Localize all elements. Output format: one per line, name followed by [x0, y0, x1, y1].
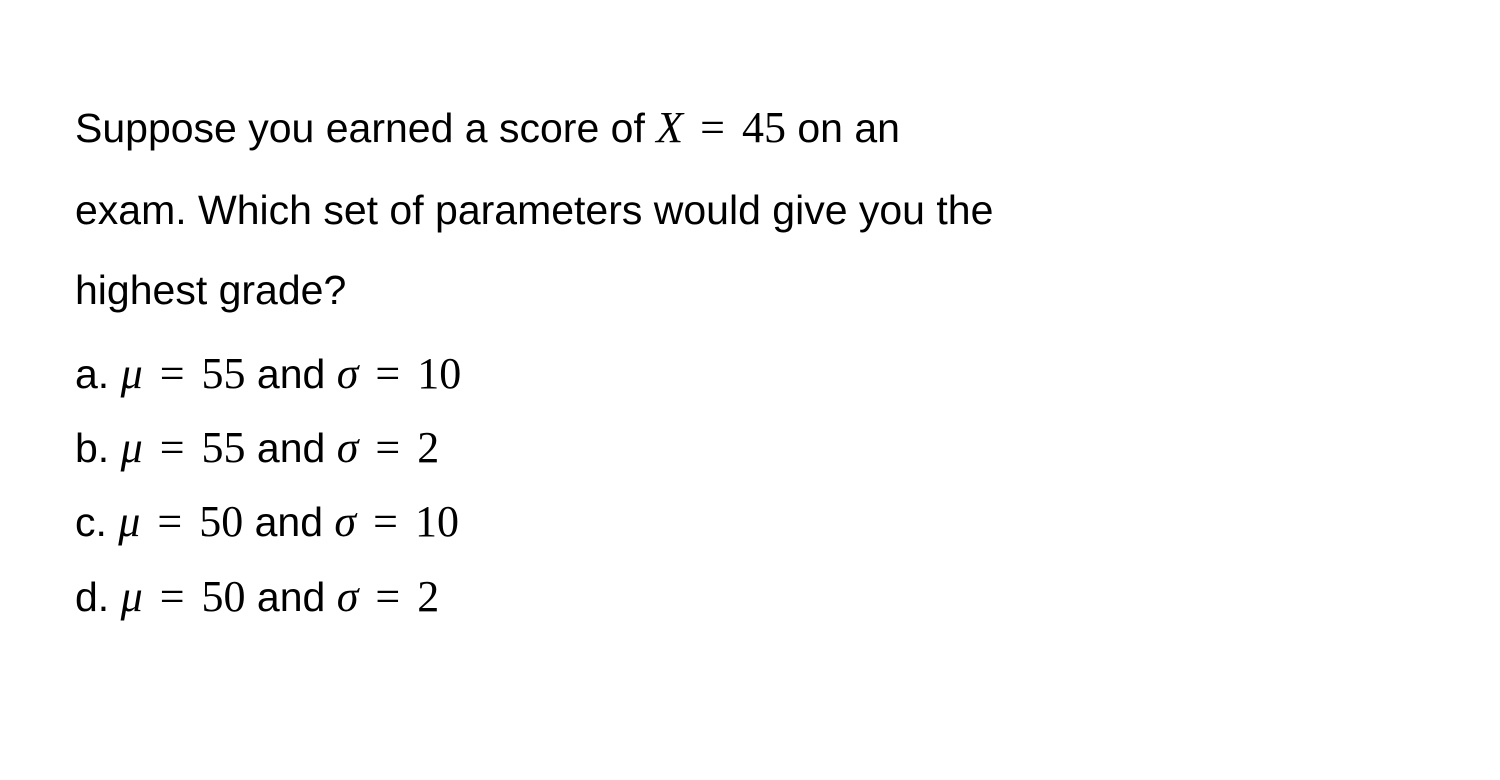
mu-variable: μ: [121, 349, 143, 398]
options-list: a. μ = 55 and σ = 10 b. μ = 55 and σ = 2…: [75, 339, 1425, 633]
mu-value: 50: [202, 572, 246, 621]
and-text: and: [246, 574, 337, 620]
sigma-value: 10: [415, 497, 459, 546]
equals-sign: =: [356, 497, 415, 546]
option-b: b. μ = 55 and σ = 2: [75, 413, 1425, 483]
equals-sign: =: [143, 349, 202, 398]
equals-sign: =: [140, 497, 199, 546]
equals-sign: =: [358, 423, 417, 472]
equals-sign: =: [143, 572, 202, 621]
option-label: a.: [75, 351, 121, 397]
and-text: and: [243, 499, 334, 545]
sigma-variable: σ: [334, 497, 356, 546]
score-variable: X: [656, 103, 683, 152]
option-c: c. μ = 50 and σ = 10: [75, 487, 1425, 557]
and-text: and: [246, 425, 337, 471]
sigma-variable: σ: [337, 349, 359, 398]
sigma-variable: σ: [337, 572, 359, 621]
sigma-variable: σ: [337, 423, 359, 472]
option-label: b.: [75, 425, 121, 471]
option-d: d. μ = 50 and σ = 2: [75, 562, 1425, 632]
mu-variable: μ: [118, 497, 140, 546]
question-prefix: Suppose you earned a score of: [75, 105, 656, 151]
mu-value: 50: [199, 497, 243, 546]
equals-sign: =: [358, 349, 417, 398]
question-stem: Suppose you earned a score of X = 45 on …: [75, 85, 1425, 331]
equals-sign: =: [358, 572, 417, 621]
option-a: a. μ = 55 and σ = 10: [75, 339, 1425, 409]
sigma-value: 10: [417, 349, 461, 398]
question-line3: highest grade?: [75, 267, 346, 313]
and-text: and: [246, 351, 337, 397]
question-suffix: on an: [786, 105, 900, 151]
question-line2: exam. Which set of parameters would give…: [75, 187, 993, 233]
mu-value: 55: [202, 423, 246, 472]
option-label: c.: [75, 499, 118, 545]
sigma-value: 2: [417, 572, 439, 621]
score-value: 45: [742, 103, 786, 152]
option-label: d.: [75, 574, 121, 620]
equals-sign: =: [143, 423, 202, 472]
equals-sign: =: [683, 103, 742, 152]
mu-variable: μ: [121, 423, 143, 472]
mu-value: 55: [202, 349, 246, 398]
sigma-value: 2: [417, 423, 439, 472]
mu-variable: μ: [121, 572, 143, 621]
